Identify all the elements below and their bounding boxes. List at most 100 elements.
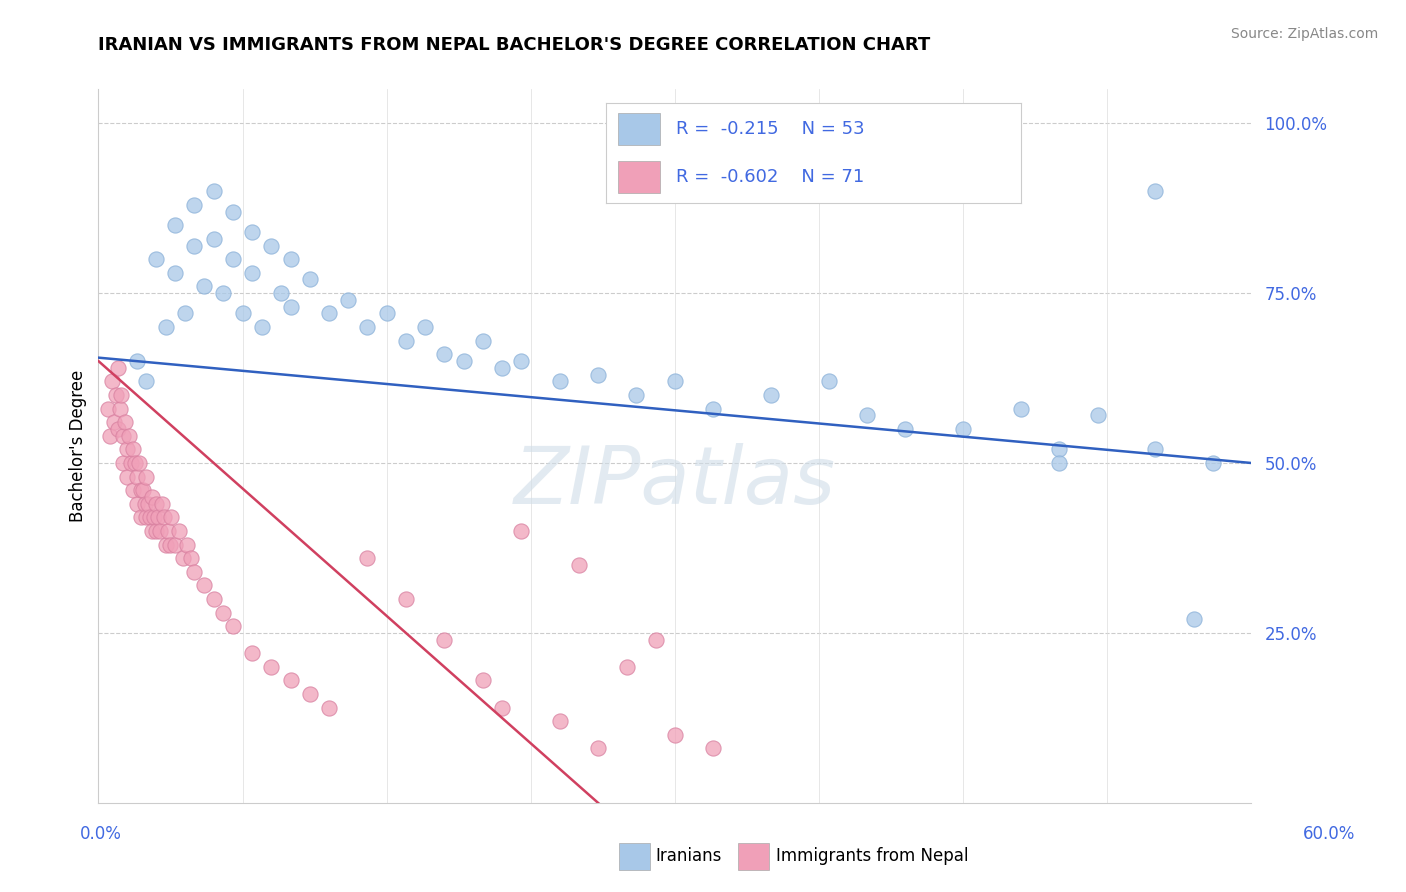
Point bbox=[139, 510, 162, 524]
Text: 60.0%: 60.0% bbox=[1302, 825, 1355, 843]
Point bbox=[104, 388, 127, 402]
Point bbox=[159, 537, 181, 551]
Point bbox=[222, 252, 245, 266]
Point bbox=[280, 673, 302, 688]
Point bbox=[491, 700, 513, 714]
Point bbox=[1047, 456, 1070, 470]
Point bbox=[143, 510, 166, 524]
Point bbox=[702, 741, 724, 756]
Point bbox=[270, 286, 292, 301]
Point bbox=[120, 456, 142, 470]
Text: Source: ZipAtlas.com: Source: ZipAtlas.com bbox=[1230, 27, 1378, 41]
Point bbox=[129, 510, 152, 524]
Point bbox=[97, 401, 120, 416]
Point bbox=[664, 728, 686, 742]
Point bbox=[122, 442, 145, 457]
Y-axis label: Bachelor's Degree: Bachelor's Degree bbox=[69, 370, 87, 522]
Text: ZIPatlas: ZIPatlas bbox=[513, 442, 837, 521]
Point bbox=[817, 375, 839, 389]
Point bbox=[568, 558, 591, 572]
Point bbox=[107, 360, 129, 375]
Point bbox=[375, 306, 398, 320]
Point bbox=[193, 578, 215, 592]
Point bbox=[356, 551, 378, 566]
Point bbox=[240, 266, 263, 280]
Point bbox=[145, 497, 167, 511]
Point bbox=[856, 409, 879, 423]
Point bbox=[155, 537, 177, 551]
Point bbox=[156, 524, 179, 538]
Point bbox=[433, 347, 456, 361]
Point bbox=[202, 232, 225, 246]
Point bbox=[433, 632, 456, 647]
Point bbox=[117, 442, 138, 457]
Point bbox=[125, 497, 148, 511]
Point bbox=[1087, 409, 1109, 423]
Point bbox=[1144, 184, 1167, 198]
Point bbox=[260, 660, 283, 674]
Point bbox=[298, 272, 321, 286]
Point bbox=[586, 368, 609, 382]
Point bbox=[165, 218, 187, 232]
Point bbox=[180, 551, 202, 566]
Point bbox=[413, 320, 436, 334]
Point bbox=[298, 687, 321, 701]
Point bbox=[125, 469, 148, 483]
Point bbox=[510, 354, 533, 368]
Point bbox=[138, 497, 160, 511]
Point bbox=[231, 306, 254, 320]
Point bbox=[280, 300, 302, 314]
Point bbox=[626, 388, 648, 402]
Point bbox=[174, 306, 197, 320]
Point bbox=[122, 483, 145, 498]
Point bbox=[952, 422, 974, 436]
Point bbox=[202, 184, 225, 198]
Point bbox=[112, 456, 135, 470]
Point bbox=[212, 286, 235, 301]
Point bbox=[702, 401, 724, 416]
Point bbox=[183, 565, 205, 579]
Point bbox=[101, 375, 124, 389]
Point bbox=[134, 497, 156, 511]
Point bbox=[1202, 456, 1225, 470]
Point bbox=[202, 591, 225, 606]
Point bbox=[131, 483, 153, 498]
Point bbox=[141, 490, 163, 504]
Point bbox=[103, 415, 125, 429]
Point bbox=[128, 456, 150, 470]
Point bbox=[167, 524, 190, 538]
Point bbox=[149, 524, 172, 538]
Point bbox=[1182, 612, 1205, 626]
Point bbox=[108, 401, 131, 416]
Point bbox=[337, 293, 360, 307]
Text: IRANIAN VS IMMIGRANTS FROM NEPAL BACHELOR'S DEGREE CORRELATION CHART: IRANIAN VS IMMIGRANTS FROM NEPAL BACHELO… bbox=[98, 36, 931, 54]
Point bbox=[250, 320, 273, 334]
Point bbox=[318, 700, 340, 714]
Point bbox=[510, 524, 533, 538]
Point bbox=[644, 632, 666, 647]
Point bbox=[145, 524, 167, 538]
Point bbox=[135, 469, 157, 483]
Point bbox=[172, 551, 194, 566]
Point bbox=[1010, 401, 1032, 416]
Point bbox=[114, 415, 136, 429]
Point bbox=[117, 469, 138, 483]
Point bbox=[240, 225, 263, 239]
Point bbox=[110, 388, 132, 402]
Point bbox=[135, 375, 157, 389]
Point bbox=[155, 320, 177, 334]
Point bbox=[176, 537, 198, 551]
Point bbox=[395, 591, 418, 606]
Point bbox=[471, 673, 494, 688]
Point bbox=[146, 510, 169, 524]
Point bbox=[107, 422, 129, 436]
Point bbox=[471, 334, 494, 348]
Point bbox=[586, 741, 609, 756]
Point bbox=[212, 606, 235, 620]
Point bbox=[165, 537, 187, 551]
Text: 0.0%: 0.0% bbox=[80, 825, 122, 843]
Point bbox=[1047, 442, 1070, 457]
Point bbox=[664, 375, 686, 389]
Point bbox=[160, 510, 183, 524]
Point bbox=[222, 204, 245, 219]
